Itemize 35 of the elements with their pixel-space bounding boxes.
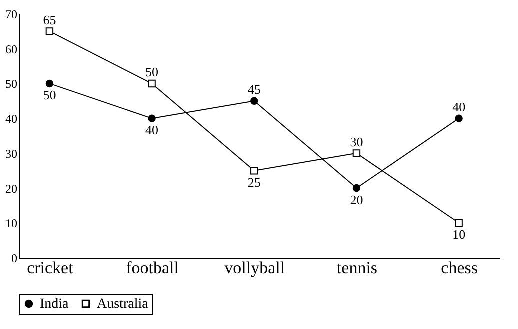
x-tick-label: football bbox=[126, 258, 180, 278]
data-label: 65 bbox=[43, 12, 56, 28]
data-label: 40 bbox=[452, 100, 466, 115]
data-label: 45 bbox=[248, 82, 261, 98]
data-label: 50 bbox=[146, 64, 159, 80]
y-tick-label: 0 bbox=[12, 252, 18, 266]
point bbox=[250, 97, 258, 105]
point bbox=[46, 28, 54, 36]
x-tick-label: chess bbox=[441, 258, 478, 278]
point bbox=[352, 184, 361, 192]
y-tick-label: 20 bbox=[6, 182, 18, 196]
data-label: 25 bbox=[248, 174, 261, 190]
point bbox=[250, 167, 258, 175]
data-label: 50 bbox=[43, 88, 56, 103]
data-label: 10 bbox=[452, 227, 466, 242]
point bbox=[352, 150, 361, 158]
y-tick-label: 70 bbox=[6, 8, 18, 22]
data-label: 20 bbox=[350, 192, 364, 208]
y-tick-label: 10 bbox=[6, 216, 18, 231]
x-tick-label: tennis bbox=[336, 258, 378, 278]
y-tick-label: 30 bbox=[6, 146, 18, 161]
legend-label: India bbox=[40, 297, 70, 312]
point bbox=[46, 80, 54, 88]
y-tick-label: 60 bbox=[6, 42, 18, 56]
point bbox=[148, 114, 156, 122]
x-tick-label: cricket bbox=[27, 258, 74, 278]
legend-label: Australia bbox=[97, 297, 150, 312]
data-label: 30 bbox=[350, 134, 364, 150]
x-tick-label: vollyball bbox=[224, 258, 286, 278]
point bbox=[148, 80, 156, 88]
y-tick-label: 40 bbox=[6, 112, 18, 126]
y-tick-label: 50 bbox=[6, 77, 18, 92]
data-label: 40 bbox=[146, 122, 159, 138]
point bbox=[455, 219, 463, 227]
point bbox=[455, 114, 463, 122]
